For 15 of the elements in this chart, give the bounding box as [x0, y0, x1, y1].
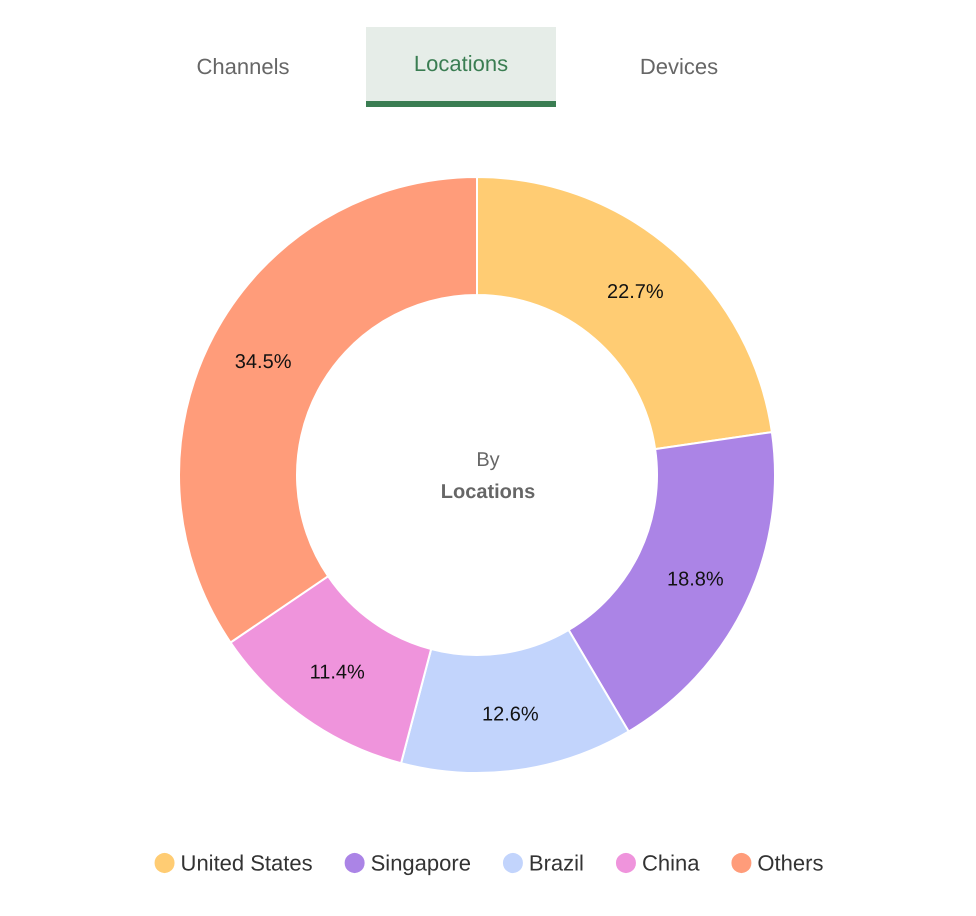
- legend-label: Singapore: [370, 850, 471, 876]
- data-label: 11.4%: [310, 662, 366, 684]
- legend-label: United States: [180, 850, 313, 876]
- legend-label: Brazil: [528, 850, 584, 876]
- data-label: 18.8%: [666, 568, 724, 590]
- data-label: 34.5%: [234, 350, 292, 373]
- text: Devices: [640, 54, 718, 80]
- data-label: 12.6%: [482, 704, 539, 726]
- legend-label: China: [642, 850, 700, 876]
- text: By: [476, 449, 500, 471]
- text: Channels: [196, 54, 290, 80]
- legend-label: Others: [757, 850, 824, 876]
- text: Locations: [440, 481, 536, 503]
- text: Locations: [414, 51, 508, 77]
- data-label: 22.7%: [606, 280, 664, 303]
